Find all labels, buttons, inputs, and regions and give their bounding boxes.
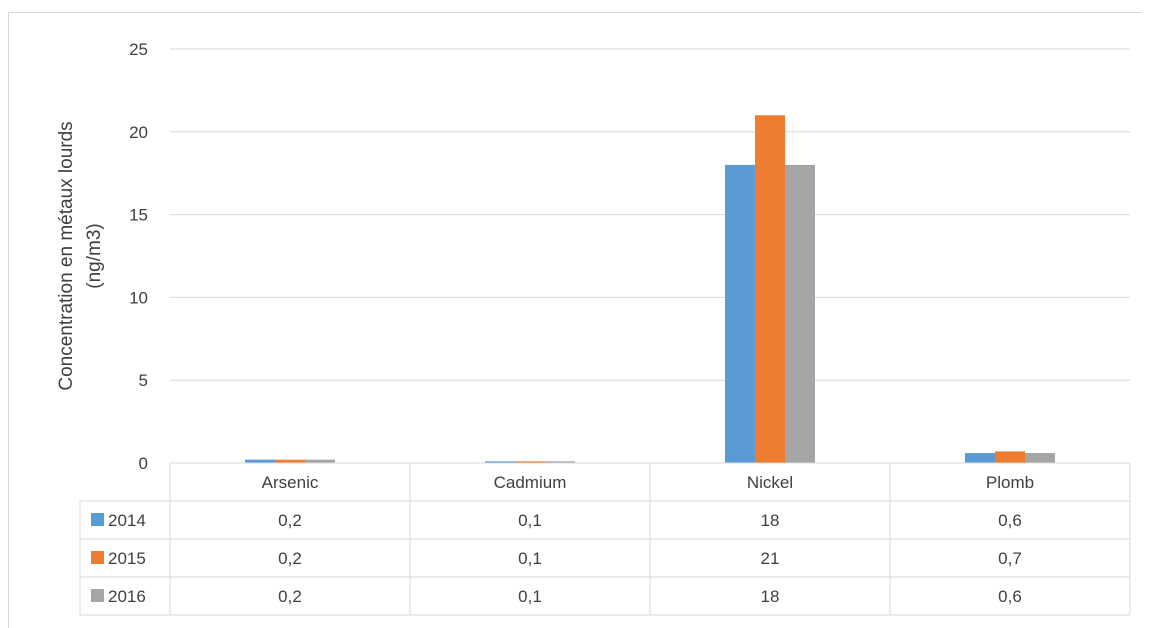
data-label: 0,7	[998, 549, 1022, 568]
category-label: Cadmium	[494, 473, 567, 492]
y-tick-label: 15	[129, 206, 148, 225]
bar-2015-arsenic	[275, 459, 305, 463]
data-label: 21	[761, 549, 780, 568]
bar-2014-arsenic	[245, 459, 275, 463]
category-label: Arsenic	[262, 473, 319, 492]
data-label: 0,1	[518, 549, 542, 568]
data-label: 18	[761, 511, 780, 530]
data-label: 0,6	[998, 511, 1022, 530]
data-label: 18	[761, 587, 780, 606]
data-label: 0,1	[518, 587, 542, 606]
legend-label: 2015	[108, 549, 146, 568]
y-tick-label: 25	[129, 40, 148, 59]
data-label: 0,2	[278, 511, 302, 530]
bar-2016-nickel	[785, 164, 815, 464]
legend-swatch-2015	[91, 551, 104, 564]
category-label: Plomb	[986, 473, 1034, 492]
chart-frame	[8, 12, 1142, 628]
bar-2015-nickel	[755, 115, 785, 464]
bar-2016-cadmium	[545, 461, 575, 463]
bar-2015-cadmium	[515, 461, 545, 463]
bar-2014-nickel	[725, 164, 755, 464]
category-label: Nickel	[747, 473, 793, 492]
bar-2016-arsenic	[305, 459, 335, 463]
legend-swatch-2014	[91, 513, 104, 526]
legend-swatch-2016	[91, 589, 104, 602]
y-tick-label: 5	[139, 371, 148, 390]
y-tick-label: 0	[139, 454, 148, 473]
bar-2015-plomb	[995, 451, 1025, 463]
legend-label: 2014	[108, 511, 146, 530]
y-tick-label: 20	[129, 123, 148, 142]
y-tick-label: 10	[129, 288, 148, 307]
y-axis-title: Concentration en métaux lourds	[56, 121, 77, 390]
data-label: 0,2	[278, 587, 302, 606]
bar-2014-cadmium	[485, 461, 515, 463]
y-axis-title: (ng/m3)	[84, 223, 105, 288]
bar-2016-plomb	[1025, 453, 1055, 463]
bar-2014-plomb	[965, 453, 995, 463]
data-label: 0,1	[518, 511, 542, 530]
data-label: 0,6	[998, 587, 1022, 606]
data-label: 0,2	[278, 549, 302, 568]
legend-label: 2016	[108, 587, 146, 606]
